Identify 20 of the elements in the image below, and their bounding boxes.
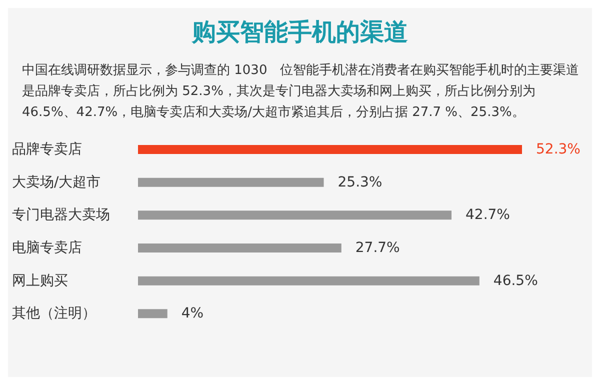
y-tick-label: 专门电器大卖场 [12, 207, 110, 224]
bar [138, 178, 324, 187]
chart-subtitle: 中国在线调研数据显示，参与调查的 1030 位智能手机潜在消费者在购买智能手机时的主要渠道是品牌专卖店，所占比例为 52.3%，其次是专门电器大卖场和网上购买，所占比例分别为 46.5%、42.7%，电脑专卖店和大卖场/大超市紧追其后，分别占据 27.7 %、25.3%。 [21, 62, 580, 122]
data-label: 42.7% [466, 207, 510, 224]
y-tick-label: 其他（注明） [12, 306, 96, 322]
bar [138, 309, 168, 318]
data-label: 27.7% [355, 240, 400, 256]
data-label: 25.3% [338, 174, 382, 190]
bar [138, 244, 342, 252]
data-label: 46.5% [493, 272, 538, 289]
bar [138, 145, 522, 154]
y-tick-label: 品牌专卖店 [12, 141, 82, 158]
bar [138, 210, 452, 220]
y-tick-label: 大卖场/大超市 [12, 174, 101, 190]
bar [138, 276, 480, 286]
y-tick-label: 电脑专卖店 [12, 240, 82, 256]
chart-title: 购买智能手机的渠道 [190, 17, 409, 48]
y-tick-label: 网上购买 [12, 272, 68, 289]
data-label: 52.3% [536, 142, 580, 158]
data-label: 4% [181, 306, 204, 322]
